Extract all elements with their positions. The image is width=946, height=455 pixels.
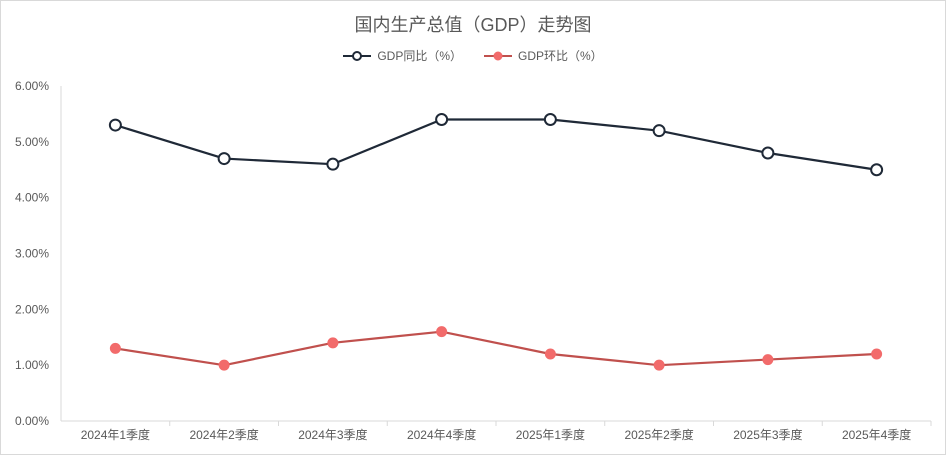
x-tick-label: 2025年4季度 <box>842 427 911 442</box>
y-tick-label: 1.00% <box>15 358 49 372</box>
data-point-s2-8 <box>871 348 883 360</box>
y-tick-label: 4.00% <box>15 191 49 205</box>
x-tick-label: 2024年3季度 <box>298 427 367 442</box>
legend-label-yoy: GDP同比（%） <box>377 49 462 63</box>
legend-marker-qoq <box>493 51 503 60</box>
x-tick-label: 2024年1季度 <box>81 427 150 442</box>
data-point-s2-1 <box>109 342 121 354</box>
data-point-s1-1 <box>108 118 122 132</box>
data-point-s1-4 <box>435 113 449 126</box>
y-tick-label: 5.00% <box>15 135 49 149</box>
x-tick-label: 2025年2季度 <box>624 427 693 442</box>
data-point-s1-3 <box>326 157 340 171</box>
legend-marker-yoy <box>352 50 363 61</box>
x-tick-label: 2025年1季度 <box>516 427 585 442</box>
data-point-s2-4 <box>436 326 448 338</box>
legend-swatch-qoq <box>484 51 512 60</box>
y-tick-label: 6.00% <box>15 79 49 93</box>
chart-title: 国内生产总值（GDP）走势图 <box>354 15 592 35</box>
legend-item-yoy: GDP同比（%） <box>343 47 462 64</box>
series-line-1 <box>115 118 877 171</box>
data-point-s2-3 <box>327 337 339 349</box>
data-point-s1-7 <box>761 146 775 160</box>
chart-legend: GDP同比（%） GDP环比（%） <box>1 47 945 64</box>
x-tick-label: 2024年4季度 <box>407 427 476 442</box>
legend-label-qoq: GDP环比（%） <box>518 49 603 63</box>
legend-swatch-yoy <box>343 50 372 61</box>
data-point-s1-8 <box>870 163 884 177</box>
data-point-s2-6 <box>653 359 665 371</box>
x-tick-label: 2024年2季度 <box>189 427 258 442</box>
data-point-s1-2 <box>217 152 231 166</box>
y-tick-label: 3.00% <box>15 247 49 261</box>
y-tick-label: 0.00% <box>15 414 49 428</box>
data-point-s2-2 <box>218 359 230 371</box>
legend-item-qoq: GDP环比（%） <box>484 47 603 64</box>
data-point-s2-7 <box>762 354 774 366</box>
data-point-s1-6 <box>652 124 666 138</box>
series-line-2 <box>115 330 877 367</box>
data-point-s2-5 <box>544 348 556 360</box>
data-point-s1-5 <box>543 113 557 126</box>
y-tick-label: 2.00% <box>15 302 49 316</box>
x-tick-label: 2025年3季度 <box>733 427 802 442</box>
